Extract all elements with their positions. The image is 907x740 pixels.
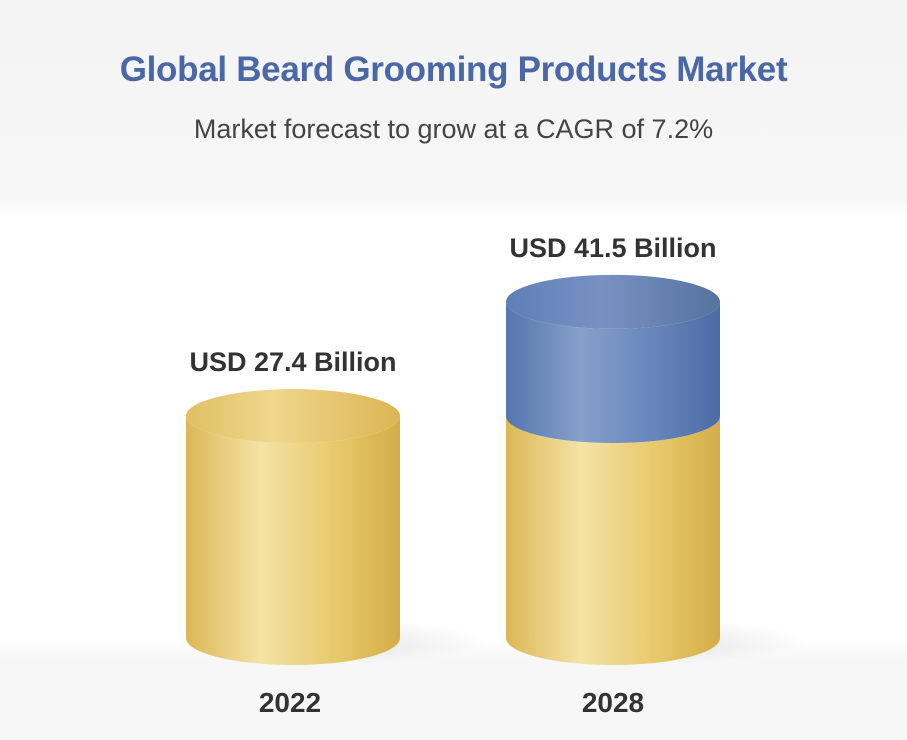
x-tick-label-2028: 2028 (582, 687, 644, 718)
bar-base-segment-2028 (506, 416, 720, 665)
bar-2022 (186, 416, 400, 665)
bar-top-2022 (186, 389, 400, 443)
x-tick-label-2022: 2022 (259, 687, 321, 718)
value-label-2028: USD 41.5 Billion (509, 233, 716, 263)
value-label-2022: USD 27.4 Billion (189, 347, 396, 377)
bar-top-2028 (506, 275, 720, 329)
